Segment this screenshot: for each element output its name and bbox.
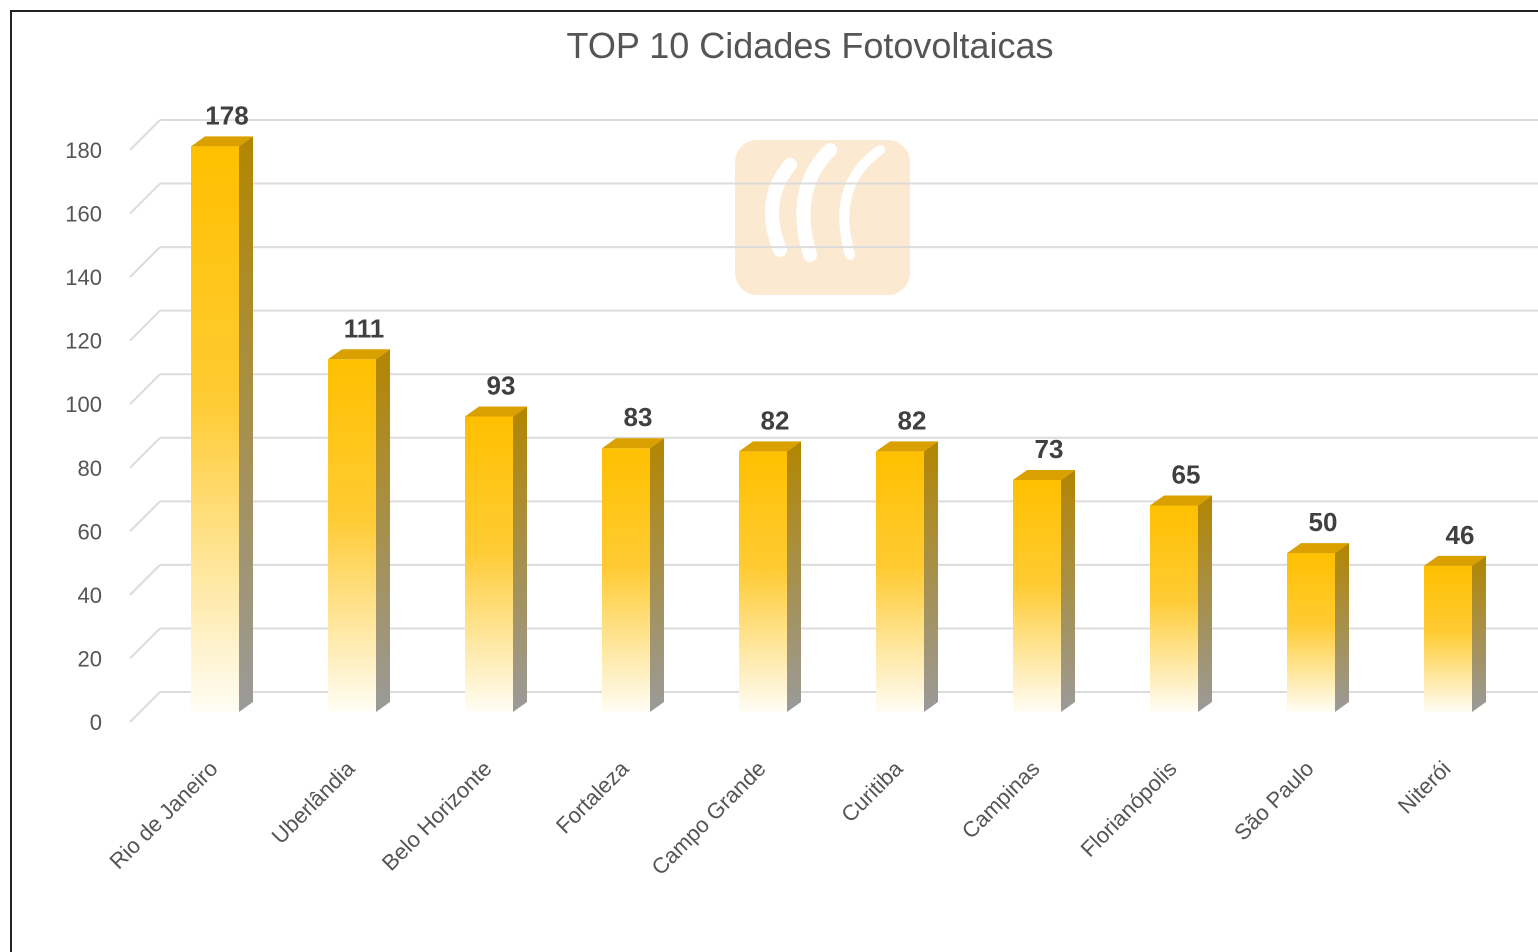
y-tick-label: 80 xyxy=(78,456,102,481)
data-labels: 178 111 93 83 82 82 73 65 50 46 xyxy=(205,100,1474,549)
bar xyxy=(876,451,924,712)
bar-side xyxy=(239,136,253,712)
bar xyxy=(465,416,513,712)
bar-side xyxy=(650,438,664,712)
y-tick-label: 40 xyxy=(78,583,102,608)
gridline-diagonal xyxy=(129,437,161,469)
data-label: 83 xyxy=(624,402,653,432)
y-tick-label: 160 xyxy=(65,202,102,227)
data-label: 93 xyxy=(487,370,516,400)
bar-side xyxy=(1198,495,1212,712)
y-tick-label: 0 xyxy=(90,710,102,735)
x-tick-label: São Paulo xyxy=(1229,756,1318,845)
y-tick-label: 180 xyxy=(65,138,102,163)
data-label: 178 xyxy=(205,100,248,130)
gridline-diagonal xyxy=(129,500,161,533)
bar-side xyxy=(1472,555,1486,712)
bar xyxy=(602,448,650,712)
bar-side xyxy=(513,406,527,712)
bar-top xyxy=(1150,495,1212,506)
data-label: 82 xyxy=(761,405,790,435)
chart-title: TOP 10 Cidades Fotovoltaicas xyxy=(567,25,1054,66)
y-tick-label: 120 xyxy=(65,329,102,354)
bars xyxy=(191,136,1486,712)
x-tick-label: Florianópolis xyxy=(1076,756,1182,862)
x-tick-label: Campo Grande xyxy=(646,756,770,880)
gridline-diagonal xyxy=(129,627,161,660)
y-axis-ticks: 0 20 40 60 80 100 120 140 160 180 xyxy=(65,138,102,735)
data-label: 82 xyxy=(898,405,927,435)
bar-side xyxy=(787,441,801,712)
gridline-diagonal xyxy=(129,246,161,278)
x-axis-ticks: Rio de Janeiro Uberlândia Belo Horizonte Fo… xyxy=(105,755,1456,880)
bar-side xyxy=(376,349,390,712)
y-tick-label: 140 xyxy=(65,265,102,290)
bar-side xyxy=(924,441,938,712)
bar-side xyxy=(1061,470,1075,712)
x-tick-label: Niterói xyxy=(1393,756,1456,819)
gridline-diagonal xyxy=(129,373,161,405)
bar-top xyxy=(1013,470,1075,481)
gridline-diagonal xyxy=(129,564,161,596)
bar-side xyxy=(1335,543,1349,712)
gridline-diagonal xyxy=(129,309,161,342)
data-label: 73 xyxy=(1035,434,1064,464)
bar xyxy=(1150,505,1198,712)
bar-top xyxy=(876,441,938,452)
bar-top xyxy=(739,441,801,452)
bar xyxy=(191,146,239,712)
bar-top xyxy=(191,136,253,147)
data-label: 50 xyxy=(1309,507,1338,537)
gridline-diagonal xyxy=(129,119,161,151)
x-tick-label: Uberlândia xyxy=(267,755,360,848)
x-tick-label: Curitiba xyxy=(836,755,908,827)
gridline-diagonal xyxy=(129,691,161,723)
x-tick-label: Campinas xyxy=(957,756,1045,844)
data-label: 46 xyxy=(1446,520,1475,550)
x-tick-label: Fortaleza xyxy=(551,755,634,838)
bar-top xyxy=(1287,543,1349,554)
data-label: 111 xyxy=(344,313,385,343)
data-label: 65 xyxy=(1172,459,1201,489)
x-tick-label: Belo Horizonte xyxy=(377,756,497,876)
x-tick-label: Rio de Janeiro xyxy=(105,756,223,874)
bar-top xyxy=(602,438,664,449)
y-tick-label: 100 xyxy=(65,392,102,417)
bar-top xyxy=(328,349,390,360)
watermark-logo-icon xyxy=(735,140,910,295)
bar xyxy=(328,359,376,712)
bar xyxy=(1013,480,1061,712)
y-tick-label: 20 xyxy=(78,646,102,671)
bar-top xyxy=(465,406,527,417)
bar-top xyxy=(1424,555,1486,566)
bar xyxy=(1424,565,1472,712)
bar xyxy=(739,451,787,712)
y-tick-label: 60 xyxy=(78,519,102,544)
bar xyxy=(1287,553,1335,712)
gridline-diagonal xyxy=(129,182,161,215)
